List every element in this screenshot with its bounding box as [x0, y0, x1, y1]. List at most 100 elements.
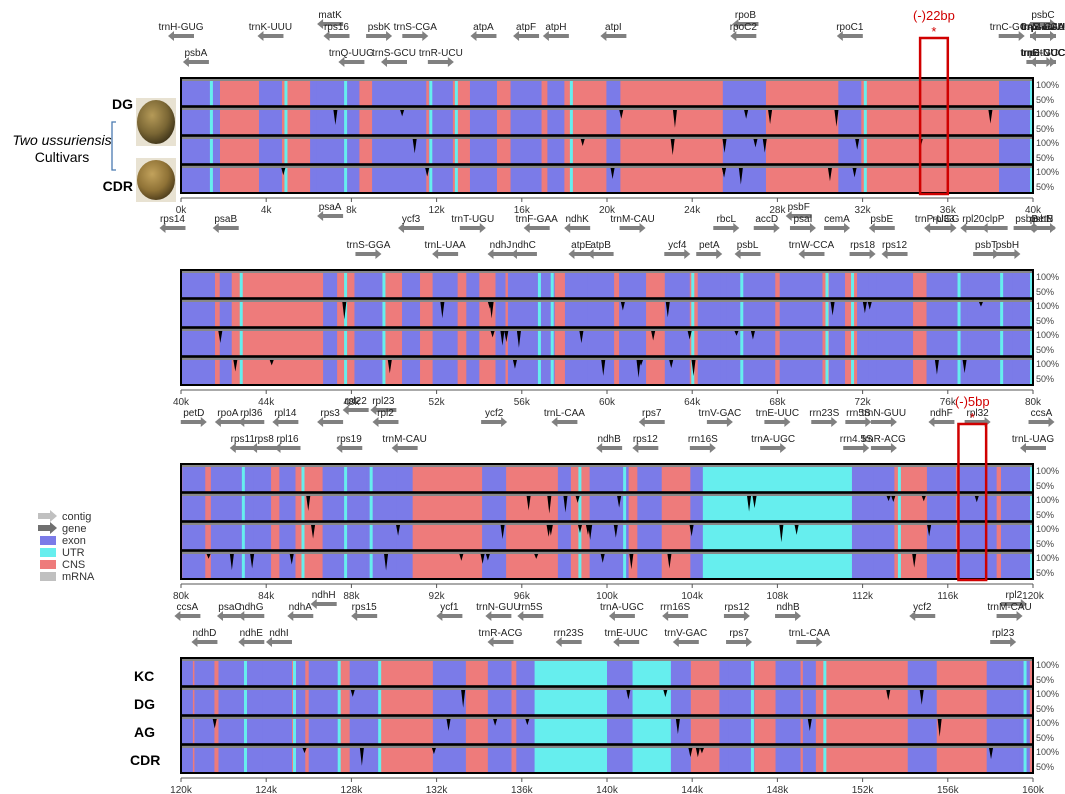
legend: contig gene exon UTR CNS mRNA — [38, 510, 95, 583]
gene-label: ndhK — [566, 214, 590, 225]
gene-label: rrn23S — [809, 408, 839, 419]
utr-block — [344, 464, 348, 492]
gene-arrow — [336, 443, 363, 453]
exon-block — [396, 493, 413, 521]
utr-block — [897, 493, 901, 521]
exon-block — [849, 493, 863, 521]
divergence-dip — [504, 331, 509, 342]
gene-label: psbC — [1031, 10, 1054, 21]
utr-block — [344, 78, 348, 106]
divergence-dip — [585, 525, 590, 535]
gene-arrow — [274, 443, 301, 453]
rrna-band — [702, 551, 852, 579]
gene-label: rps12 — [882, 240, 907, 251]
exon-block — [507, 270, 540, 298]
gene-label: trnW-CCA — [789, 240, 835, 251]
exon-block — [873, 551, 895, 579]
gene-label: ndhB — [597, 434, 621, 445]
divergence-dip — [927, 525, 932, 537]
exon-block — [557, 522, 571, 550]
exon-block — [999, 107, 1033, 135]
utr-block — [378, 658, 382, 686]
utr-block — [578, 464, 582, 492]
exon-block — [589, 522, 629, 550]
gene-arrow — [732, 19, 759, 29]
utr-block — [823, 658, 827, 686]
pear-photo-dg — [137, 100, 175, 144]
gene-label: ndhG — [239, 602, 264, 613]
exon-block — [838, 165, 862, 193]
exon-block — [775, 658, 801, 686]
x-tick-label: 148k — [767, 785, 790, 794]
track-cdr: 100% 50% — [180, 164, 1059, 194]
exon-block — [1002, 270, 1013, 298]
panel-frame — [180, 657, 1034, 774]
exon-block — [547, 107, 565, 135]
exon-block — [829, 357, 846, 385]
gene-label: psbE — [870, 214, 893, 225]
exon-block — [219, 357, 232, 385]
gene-label: trnA-UGC — [600, 602, 644, 613]
exon-block — [432, 299, 458, 327]
divergence-dip — [978, 302, 983, 307]
exon-block — [495, 270, 506, 298]
exon-block — [489, 658, 512, 686]
legend-exon-label: exon — [62, 535, 86, 547]
divergence-dip — [867, 302, 872, 310]
x-tick-label: 12k — [429, 205, 446, 216]
percent-100-label: 100% — [1036, 167, 1059, 177]
divergence-dip — [489, 302, 494, 319]
gene-label: trnE-UUC — [1021, 48, 1064, 59]
gene-arrow — [338, 57, 365, 67]
divergence-dip — [669, 360, 674, 368]
exon-block — [181, 78, 220, 106]
exon-block — [838, 78, 862, 106]
exon-block — [194, 716, 215, 744]
divergence-dip — [384, 554, 389, 571]
gene-label: psbF — [788, 202, 810, 213]
divergence-dip — [912, 554, 917, 568]
divergence-dip — [886, 690, 891, 701]
gene-label: rpoC1 — [836, 22, 864, 33]
x-tick-label: 80k — [173, 591, 190, 602]
utr-block — [1000, 299, 1004, 327]
exon-block — [343, 78, 360, 106]
exon-block — [323, 328, 338, 356]
utr-block — [851, 328, 855, 356]
exon-block — [1001, 464, 1033, 492]
track-cdr: 100% 50% — [180, 356, 1059, 386]
exon-block — [432, 687, 466, 715]
exon-block — [697, 328, 721, 356]
divergence-dip — [753, 139, 758, 148]
utr-block — [301, 551, 305, 579]
divergence-dip — [461, 690, 466, 708]
divergence-dip — [412, 139, 417, 154]
utr-block — [429, 136, 433, 164]
gene-arrow — [487, 637, 514, 647]
gene-arrow — [996, 611, 1023, 621]
gene-arrow — [470, 31, 497, 41]
percent-100-label: 100% — [1036, 495, 1059, 505]
divergence-dip — [675, 719, 680, 735]
track-dg: 100% 50% — [180, 492, 1059, 522]
utr-block — [243, 745, 247, 773]
divergence-dip — [534, 554, 539, 559]
exon-block — [354, 270, 383, 298]
exon-block — [802, 745, 816, 773]
track-ag: 100% 50% — [180, 135, 1059, 165]
divergence-dip — [830, 302, 835, 316]
exon-block — [265, 716, 292, 744]
utr-block — [750, 745, 754, 773]
gene-label: ndhD — [192, 628, 216, 639]
exon-block — [999, 165, 1033, 193]
exon-block — [1001, 493, 1033, 521]
x-tick-label: 8k — [346, 205, 358, 216]
exon-block — [680, 658, 691, 686]
photo-label-cdr: CDR — [103, 178, 133, 194]
exon-block — [240, 745, 263, 773]
gene-arrow — [870, 443, 897, 453]
x-tick-label: 72k — [855, 397, 872, 408]
exon-block — [637, 551, 654, 579]
gene-label: psaA — [319, 202, 342, 213]
indel-label: (-)22bp — [913, 8, 955, 23]
